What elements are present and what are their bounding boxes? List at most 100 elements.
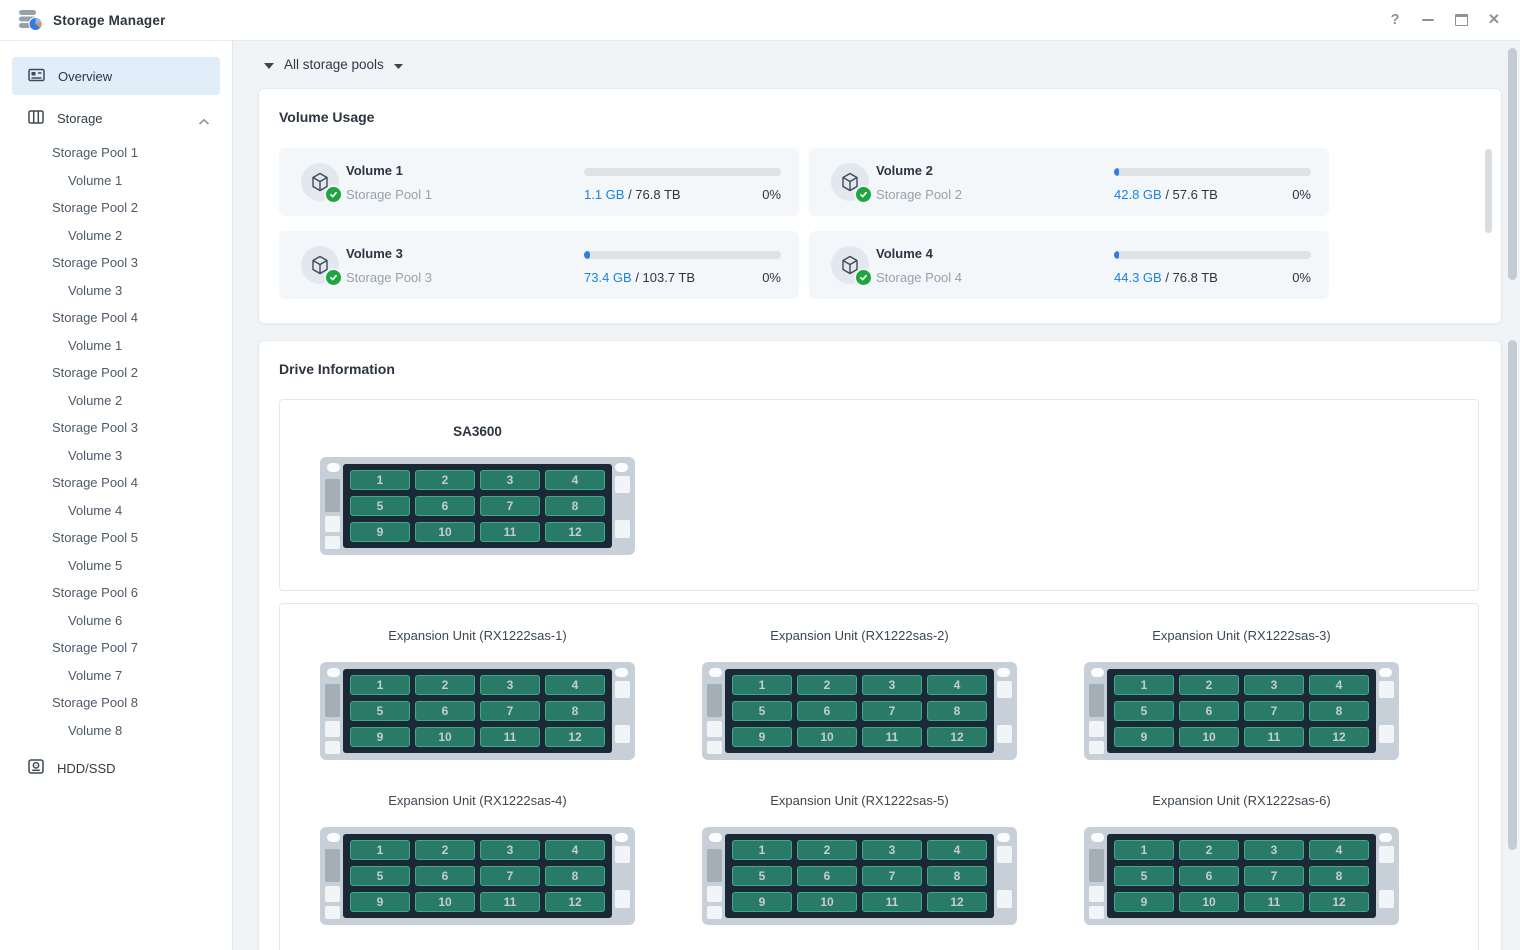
drive-bay-1[interactable]: 1	[732, 675, 792, 695]
storage-pool-scope-selector[interactable]: All storage pools	[264, 57, 403, 72]
drive-bay-5[interactable]: 5	[732, 866, 792, 886]
drive-bay-2[interactable]: 2	[1179, 840, 1239, 860]
sidebar-item-volume-2[interactable]: Volume 2	[68, 392, 123, 408]
drive-bay-8[interactable]: 8	[927, 866, 987, 886]
sidebar-item-volume-1[interactable]: Volume 1	[68, 172, 123, 188]
drive-bay-6[interactable]: 6	[1179, 701, 1239, 721]
drive-bay-11[interactable]: 11	[862, 892, 922, 912]
drive-bay-12[interactable]: 12	[545, 522, 605, 542]
drive-bay-4[interactable]: 4	[545, 840, 605, 860]
drive-bay-2[interactable]: 2	[797, 675, 857, 695]
sidebar-item-storage-pool-8[interactable]: Storage Pool 8	[52, 695, 139, 711]
maximize-button[interactable]	[1451, 10, 1471, 30]
sidebar-item-volume-5[interactable]: Volume 5	[68, 557, 123, 573]
drive-bay-7[interactable]: 7	[480, 701, 540, 721]
drive-bay-3[interactable]: 3	[862, 840, 922, 860]
drive-bay-3[interactable]: 3	[480, 675, 540, 695]
collapse-caret-icon[interactable]	[264, 57, 274, 72]
drive-bay-5[interactable]: 5	[1114, 866, 1174, 886]
drive-bay-4[interactable]: 4	[545, 675, 605, 695]
volume-tile[interactable]: Volume 1 Storage Pool 1 1.1 GB / 76.8 TB 0%	[279, 148, 799, 216]
sidebar-item-volume-7[interactable]: Volume 7	[68, 667, 123, 683]
sidebar-item-storage-pool-2[interactable]: Storage Pool 2	[52, 200, 139, 216]
drive-bay-8[interactable]: 8	[1309, 701, 1369, 721]
drive-bay-12[interactable]: 12	[545, 892, 605, 912]
drive-bay-10[interactable]: 10	[415, 727, 475, 747]
drive-bay-5[interactable]: 5	[350, 866, 410, 886]
drive-bay-12[interactable]: 12	[927, 727, 987, 747]
drive-bay-11[interactable]: 11	[1244, 727, 1304, 747]
sidebar-item-volume-6[interactable]: Volume 6	[68, 612, 123, 628]
drive-bay-12[interactable]: 12	[1309, 727, 1369, 747]
drive-bay-12[interactable]: 12	[927, 892, 987, 912]
drive-bay-11[interactable]: 11	[862, 727, 922, 747]
drive-bay-6[interactable]: 6	[797, 866, 857, 886]
drive-bay-9[interactable]: 9	[732, 892, 792, 912]
drive-bay-7[interactable]: 7	[1244, 701, 1304, 721]
drive-bay-5[interactable]: 5	[1114, 701, 1174, 721]
drive-bay-7[interactable]: 7	[862, 701, 922, 721]
sidebar-item-storage-pool-6[interactable]: Storage Pool 6	[52, 585, 139, 601]
drive-bay-11[interactable]: 11	[480, 892, 540, 912]
drive-bay-10[interactable]: 10	[415, 522, 475, 542]
drive-bay-7[interactable]: 7	[1244, 866, 1304, 886]
sidebar-item-storage-pool-2[interactable]: Storage Pool 2	[52, 365, 139, 381]
sidebar-item-volume-3[interactable]: Volume 3	[68, 447, 123, 463]
drive-bay-11[interactable]: 11	[1244, 892, 1304, 912]
drive-bay-3[interactable]: 3	[1244, 675, 1304, 695]
sidebar-item-volume-3[interactable]: Volume 3	[68, 282, 123, 298]
drive-bay-2[interactable]: 2	[415, 675, 475, 695]
sidebar-item-volume-8[interactable]: Volume 8	[68, 722, 123, 738]
drive-bay-9[interactable]: 9	[1114, 892, 1174, 912]
drive-bay-6[interactable]: 6	[415, 866, 475, 886]
sidebar-item-storage-pool-7[interactable]: Storage Pool 7	[52, 640, 139, 656]
drive-bay-1[interactable]: 1	[350, 675, 410, 695]
sidebar-item-storage-pool-3[interactable]: Storage Pool 3	[52, 420, 139, 436]
drive-bay-7[interactable]: 7	[480, 496, 540, 516]
drive-bay-7[interactable]: 7	[862, 866, 922, 886]
drive-bay-4[interactable]: 4	[927, 840, 987, 860]
drive-bay-1[interactable]: 1	[350, 840, 410, 860]
drive-bay-5[interactable]: 5	[732, 701, 792, 721]
drive-bay-11[interactable]: 11	[480, 727, 540, 747]
sidebar-item-volume-1[interactable]: Volume 1	[68, 337, 123, 353]
drive-bay-4[interactable]: 4	[927, 675, 987, 695]
drive-bay-2[interactable]: 2	[415, 840, 475, 860]
drive-bay-5[interactable]: 5	[350, 701, 410, 721]
volume-tile[interactable]: Volume 3 Storage Pool 3 73.4 GB / 103.7 TB…	[279, 231, 799, 299]
sidebar-group-storage[interactable]: Storage	[12, 103, 220, 133]
drive-bay-2[interactable]: 2	[415, 470, 475, 490]
drive-bay-12[interactable]: 12	[545, 727, 605, 747]
drive-bay-3[interactable]: 3	[480, 840, 540, 860]
drive-bay-6[interactable]: 6	[1179, 866, 1239, 886]
drive-bay-10[interactable]: 10	[797, 892, 857, 912]
drive-bay-2[interactable]: 2	[797, 840, 857, 860]
drive-bay-6[interactable]: 6	[415, 496, 475, 516]
main-scrollbar[interactable]	[1508, 41, 1517, 950]
drive-bay-4[interactable]: 4	[1309, 675, 1369, 695]
drive-bay-10[interactable]: 10	[415, 892, 475, 912]
sidebar-item-overview[interactable]: Overview	[12, 57, 220, 95]
main-scrollbar-thumb-top[interactable]	[1508, 48, 1517, 280]
drive-bay-4[interactable]: 4	[545, 470, 605, 490]
drive-bay-2[interactable]: 2	[1179, 675, 1239, 695]
sidebar-item-storage-pool-4[interactable]: Storage Pool 4	[52, 475, 139, 491]
drive-bay-6[interactable]: 6	[415, 701, 475, 721]
drive-bay-5[interactable]: 5	[350, 496, 410, 516]
drive-bay-3[interactable]: 3	[862, 675, 922, 695]
drive-bay-4[interactable]: 4	[1309, 840, 1369, 860]
drive-bay-9[interactable]: 9	[350, 727, 410, 747]
close-button[interactable]: ✕	[1487, 12, 1501, 28]
sidebar-item-volume-4[interactable]: Volume 4	[68, 502, 123, 518]
drive-bay-1[interactable]: 1	[1114, 675, 1174, 695]
drive-bay-1[interactable]: 1	[732, 840, 792, 860]
volume-card-scrollbar-thumb[interactable]	[1485, 149, 1492, 233]
drive-bay-8[interactable]: 8	[545, 866, 605, 886]
drive-bay-3[interactable]: 3	[1244, 840, 1304, 860]
drive-bay-8[interactable]: 8	[545, 701, 605, 721]
help-button[interactable]: ?	[1390, 12, 1400, 28]
minimize-button[interactable]	[1418, 10, 1438, 30]
drive-bay-11[interactable]: 11	[480, 522, 540, 542]
main-scrollbar-thumb-bottom[interactable]	[1508, 340, 1517, 850]
volume-tile[interactable]: Volume 2 Storage Pool 2 42.8 GB / 57.6 TB 0…	[809, 148, 1329, 216]
